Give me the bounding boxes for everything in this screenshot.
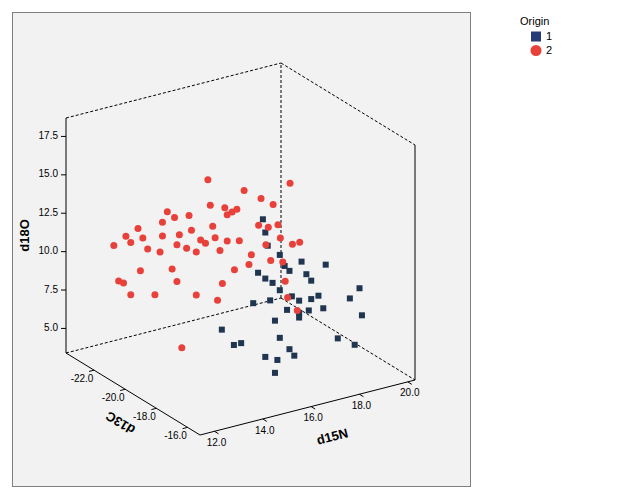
svg-text:d15N: d15N [315,425,350,447]
svg-text:-16.0: -16.0 [164,430,187,441]
svg-text:12.5: 12.5 [39,207,59,218]
svg-text:17.5: 17.5 [39,130,59,141]
svg-text:5.0: 5.0 [44,322,58,333]
svg-text:14.0: 14.0 [255,425,275,436]
svg-text:-18.0: -18.0 [133,411,156,422]
svg-text:d18O: d18O [17,219,32,252]
svg-text:12.0: 12.0 [207,437,227,448]
svg-text:18.0: 18.0 [352,400,372,411]
svg-text:10.0: 10.0 [39,245,59,256]
svg-text:20.0: 20.0 [400,387,420,398]
html-text:2: 2 [546,44,553,56]
svg-text:-22.0: -22.0 [71,373,94,384]
svg-text:15.0: 15.0 [39,168,59,179]
svg-text:-20.0: -20.0 [102,392,125,403]
svg-text:16.0: 16.0 [303,412,323,423]
svg-text:7.5: 7.5 [44,284,58,295]
svg-text:d13C: d13C [102,408,137,438]
html-text:Origin: Origin [520,15,550,27]
html-text:1: 1 [546,30,553,42]
